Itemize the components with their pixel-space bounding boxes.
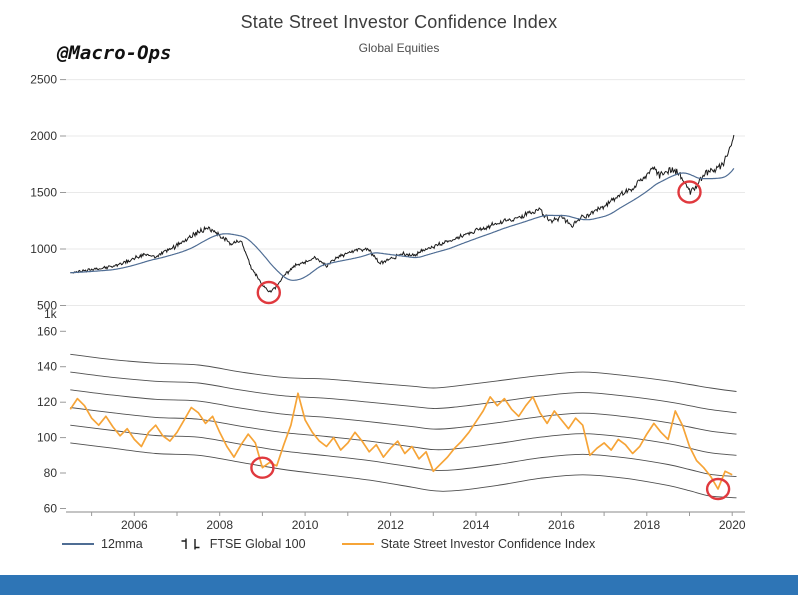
watermark: @Macro-Ops bbox=[57, 42, 172, 64]
red-circle-annotations bbox=[250, 180, 731, 501]
red-circle-annotation bbox=[677, 180, 702, 204]
legend: 12mma FTSE Global 100 State Street Inves… bbox=[62, 537, 768, 551]
svg-text:80: 80 bbox=[44, 466, 58, 480]
top-gridlines bbox=[66, 79, 745, 306]
svg-text:160: 160 bbox=[37, 324, 57, 338]
svg-text:500: 500 bbox=[37, 299, 57, 313]
ftse-series-path bbox=[70, 134, 735, 294]
chart-title: State Street Investor Confidence Index bbox=[240, 12, 558, 32]
svg-text:2006: 2006 bbox=[121, 518, 148, 532]
legend-label-ftse: FTSE Global 100 bbox=[209, 537, 306, 551]
svg-text:2014: 2014 bbox=[463, 518, 490, 532]
legend-item-confidence: State Street Investor Confidence Index bbox=[341, 537, 596, 551]
x-axis: 2006 2008 2010 2012 2014 2016 2018 2020 bbox=[66, 511, 746, 532]
mma-series-path bbox=[70, 168, 735, 281]
confidence-band-lines bbox=[70, 353, 737, 499]
svg-text:2500: 2500 bbox=[30, 73, 57, 87]
top-y-axis: 500 1000 1500 2000 2500 1k bbox=[30, 73, 66, 321]
ohlc-symbol-icon bbox=[181, 538, 200, 550]
confidence-series-path bbox=[69, 392, 733, 490]
svg-text:1000: 1000 bbox=[30, 242, 57, 256]
svg-text:2020: 2020 bbox=[719, 518, 746, 532]
svg-text:2012: 2012 bbox=[377, 518, 404, 532]
svg-text:1500: 1500 bbox=[30, 186, 57, 200]
confidence-series bbox=[69, 392, 733, 490]
svg-text:140: 140 bbox=[37, 360, 57, 374]
footer-bar bbox=[0, 575, 798, 595]
svg-text:100: 100 bbox=[37, 431, 57, 445]
legend-item-12mma: 12mma bbox=[62, 537, 143, 551]
mma-line-swatch bbox=[62, 543, 94, 545]
red-circle-annotation bbox=[256, 280, 281, 305]
chart-subtitle: Global Equities bbox=[358, 41, 440, 55]
ftse-series bbox=[70, 134, 735, 294]
red-circle-annotation bbox=[250, 456, 275, 479]
svg-text:1k: 1k bbox=[44, 307, 58, 321]
svg-text:2016: 2016 bbox=[548, 518, 575, 532]
svg-text:2010: 2010 bbox=[292, 518, 319, 532]
bottom-y-axis: 60 80 100 120 140 160 bbox=[37, 324, 66, 516]
legend-item-ftse: FTSE Global 100 bbox=[179, 537, 306, 551]
confidence-line-swatch bbox=[341, 543, 374, 545]
svg-text:60: 60 bbox=[44, 502, 58, 516]
red-circle-annotation bbox=[705, 477, 731, 501]
chart-canvas: 500 1000 1500 2000 2500 1k 60 80 100 120 140 160 200… bbox=[30, 73, 746, 532]
mma-series bbox=[70, 168, 735, 281]
svg-text:2000: 2000 bbox=[30, 129, 57, 143]
legend-label-12mma: 12mma bbox=[101, 537, 143, 551]
svg-text:120: 120 bbox=[37, 395, 57, 409]
svg-text:2008: 2008 bbox=[206, 518, 233, 532]
svg-text:2018: 2018 bbox=[633, 518, 660, 532]
legend-label-confidence: State Street Investor Confidence Index bbox=[380, 537, 596, 551]
